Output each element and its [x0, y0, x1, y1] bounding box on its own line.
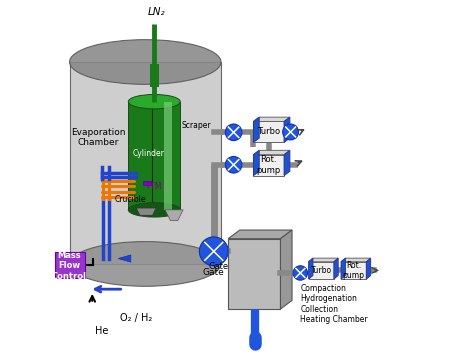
Polygon shape	[69, 62, 220, 264]
Polygon shape	[228, 239, 280, 309]
Polygon shape	[164, 102, 172, 210]
Circle shape	[282, 124, 298, 140]
Text: Cylinder: Cylinder	[133, 150, 164, 159]
Text: FTM: FTM	[146, 182, 162, 191]
Text: Scraper: Scraper	[181, 121, 211, 130]
Polygon shape	[228, 230, 291, 239]
Text: O₂ / H₂: O₂ / H₂	[120, 313, 152, 323]
Circle shape	[292, 266, 307, 280]
Circle shape	[225, 156, 241, 173]
Text: Turbo: Turbo	[257, 127, 280, 136]
Circle shape	[199, 237, 228, 266]
Text: Rot.
pump: Rot. pump	[342, 261, 364, 280]
Polygon shape	[340, 258, 370, 262]
Polygon shape	[253, 122, 284, 142]
Polygon shape	[284, 150, 289, 176]
Ellipse shape	[128, 203, 180, 217]
Polygon shape	[128, 102, 180, 210]
Polygon shape	[253, 150, 289, 155]
Polygon shape	[308, 262, 333, 279]
Polygon shape	[333, 258, 337, 279]
FancyBboxPatch shape	[149, 64, 158, 87]
Text: LN₂: LN₂	[147, 7, 164, 17]
Polygon shape	[136, 208, 156, 215]
Polygon shape	[118, 255, 130, 262]
Polygon shape	[340, 262, 365, 279]
Ellipse shape	[69, 241, 220, 286]
Text: Turbo: Turbo	[310, 266, 331, 275]
Ellipse shape	[128, 94, 180, 109]
Polygon shape	[253, 155, 284, 176]
FancyBboxPatch shape	[55, 252, 84, 278]
Polygon shape	[308, 258, 312, 279]
Polygon shape	[280, 230, 291, 309]
Circle shape	[225, 124, 241, 140]
Polygon shape	[340, 258, 345, 279]
Polygon shape	[253, 117, 289, 122]
Text: Compaction
Hydrogenation
Collection
Heating Chamber: Compaction Hydrogenation Collection Heat…	[300, 284, 367, 324]
Polygon shape	[284, 117, 289, 142]
Polygon shape	[308, 258, 337, 262]
Polygon shape	[253, 117, 258, 142]
Text: He: He	[95, 326, 108, 336]
Ellipse shape	[69, 40, 220, 84]
Text: Gate: Gate	[202, 268, 224, 277]
Text: Rot.
pump: Rot. pump	[256, 155, 280, 175]
Text: Gate: Gate	[208, 262, 228, 271]
FancyBboxPatch shape	[142, 181, 151, 185]
Text: Mass
Flow
Control: Mass Flow Control	[52, 251, 87, 281]
Text: Evaporation
Chamber: Evaporation Chamber	[71, 128, 125, 147]
Polygon shape	[253, 150, 258, 176]
Polygon shape	[365, 258, 370, 279]
Polygon shape	[165, 210, 183, 221]
Text: Crucible: Crucible	[115, 195, 146, 204]
